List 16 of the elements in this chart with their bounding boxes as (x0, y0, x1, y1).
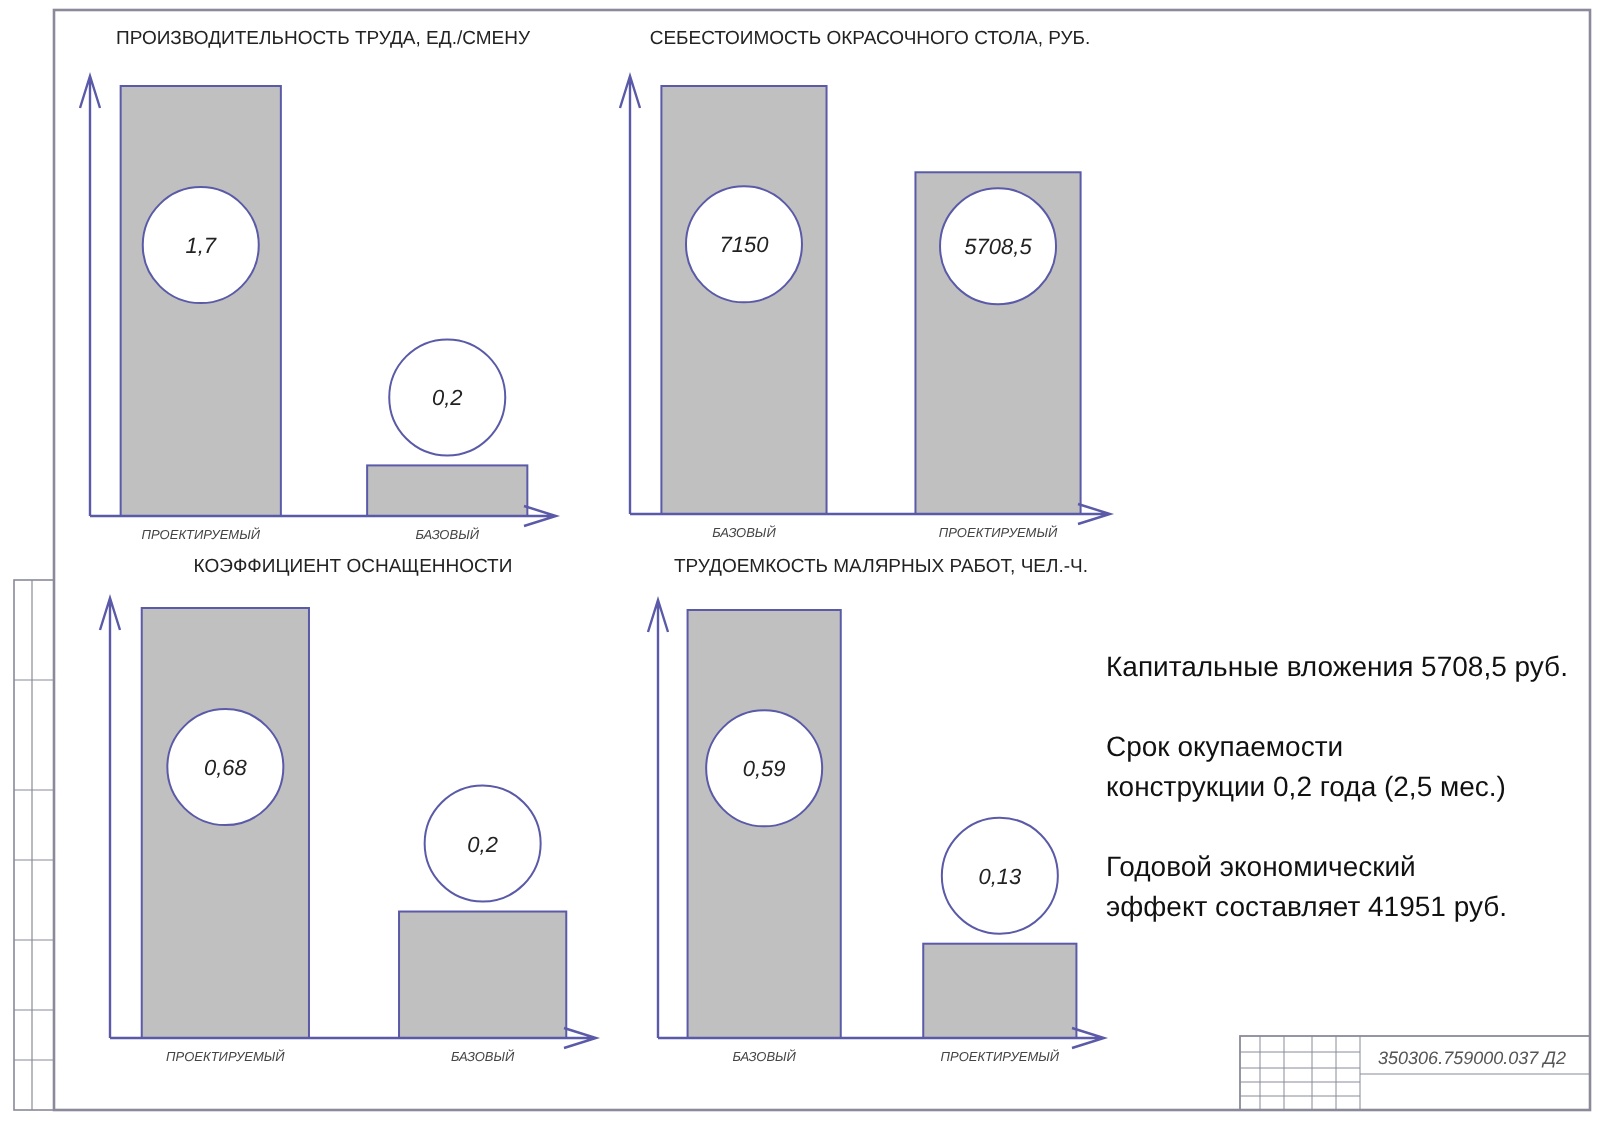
chart-title: СЕБЕСТОИМОСТЬ ОКРАСОЧНОГО СТОЛА, РУБ. (649, 28, 1091, 50)
text: Годовой экономический эффект составляет 41951 руб. (1106, 850, 1508, 922)
text: Капитальные вложения 5708,5 руб. (1106, 650, 1568, 682)
data-label: 1,7 (185, 235, 218, 260)
chart-title: ТРУДОЕМКОСТЬ МАЛЯРНЫХ РАБОТ, ЧЕЛ.-Ч. (673, 556, 1089, 578)
data-label: 0,2 (431, 387, 463, 412)
chart-title: ПРОИЗВОДИТЕЛЬНОСТЬ ТРУДА, ЕД./СМЕНУ (116, 28, 532, 50)
data-label: 0,13 (978, 865, 1023, 890)
data-label: 7150 (719, 234, 771, 259)
data-label: 0,2 (467, 833, 498, 858)
data-label: 0,68 (203, 757, 249, 782)
data-label: 0,59 (742, 758, 786, 783)
data-label: 5708,5 (964, 236, 1034, 261)
text: Срок окупаемости конструкции 0,2 года (2,5 мес.) (1106, 730, 1506, 802)
chart-title: КОЭФФИЦИЕНТ ОСНАЩЕННОСТИ (193, 556, 513, 578)
text: 350306.759000.037 Д2 (1378, 1048, 1566, 1068)
